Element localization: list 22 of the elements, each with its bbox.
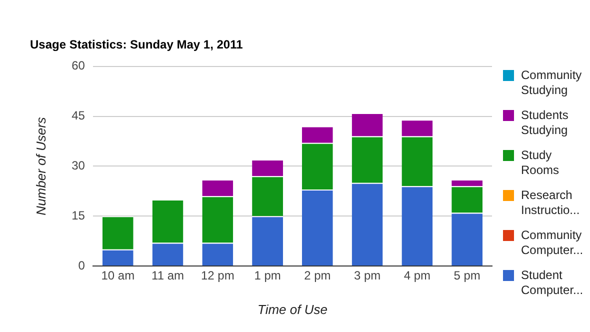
- legend-label: Study Rooms: [521, 148, 560, 178]
- y-tick-label: 60: [72, 58, 86, 73]
- x-tick-label: 10 am: [101, 268, 135, 283]
- legend-label: Community Studying: [521, 68, 583, 98]
- y-tick-label: 0: [78, 258, 86, 272]
- y-tick-label: 30: [72, 158, 86, 173]
- x-tick-label: 1 pm: [254, 268, 281, 283]
- y-tick-label: 45: [72, 108, 86, 123]
- y-tick-label: 15: [72, 208, 86, 222]
- chart-title: Usage Statistics: Sunday May 1, 2011: [30, 38, 244, 52]
- legend-label: Research Instructio...: [521, 188, 581, 218]
- x-tick-label: 3 pm: [354, 268, 381, 283]
- x-tick-label: 2 pm: [304, 268, 331, 283]
- x-tick-label: 12 pm: [200, 268, 234, 283]
- legend-label: Student Computer...: [521, 268, 584, 298]
- legend-label: Students Studying: [521, 108, 570, 138]
- x-tick-label: 5 pm: [454, 268, 480, 283]
- x-axis-title: Time of Use: [257, 302, 328, 317]
- y-axis-title: Number of Users: [33, 116, 48, 216]
- legend-label: Community Computer...: [521, 228, 584, 258]
- x-tick-label: 4 pm: [404, 268, 431, 283]
- x-tick-label: 11 am: [152, 268, 184, 283]
